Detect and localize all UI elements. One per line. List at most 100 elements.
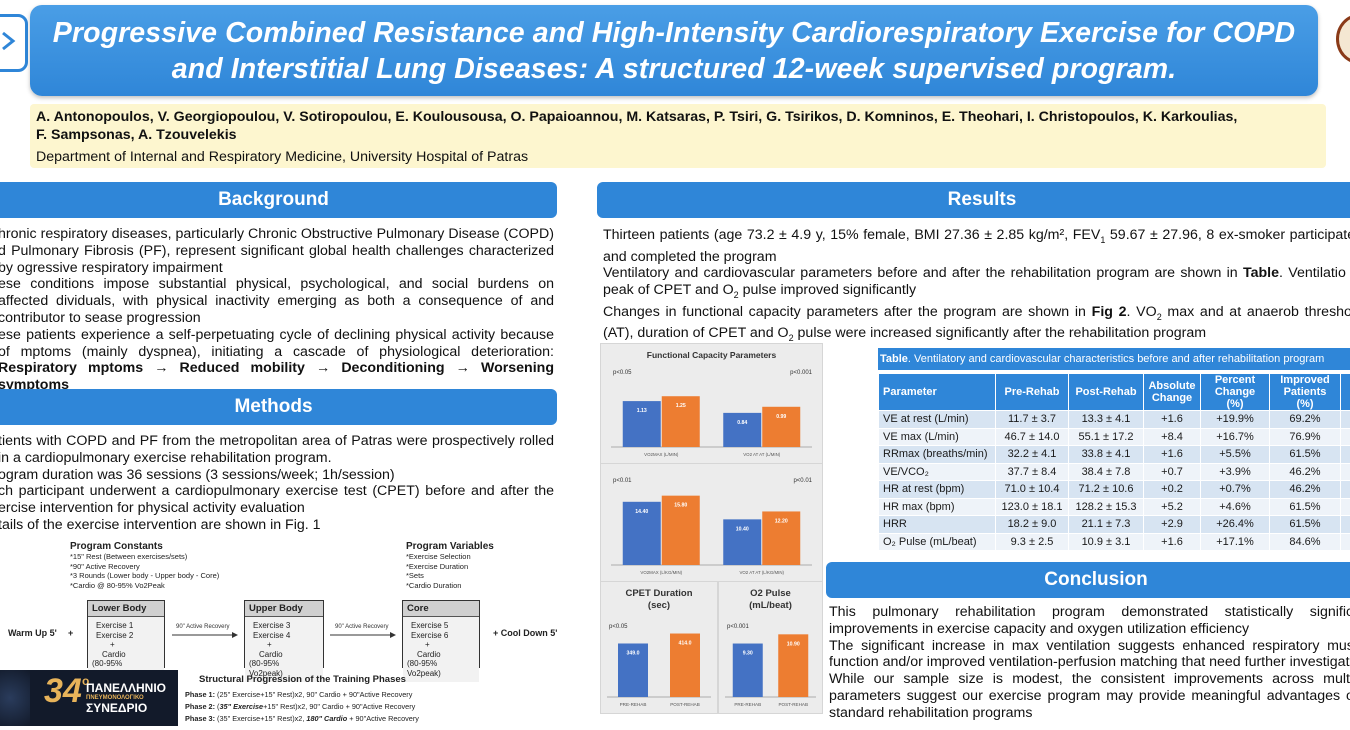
chart-title: Functional Capacity Parameters <box>647 350 777 360</box>
background-heading: Background <box>0 182 557 218</box>
chart-title: (mL/beat) <box>749 600 792 611</box>
data-label: 12.20 <box>775 518 788 524</box>
table-cell: 61.5% <box>1269 497 1341 516</box>
constant-item: *Cardio @ 80-95% Vo2Peak <box>70 580 165 590</box>
table-cell: N/S <box>1340 462 1350 481</box>
background-paragraph: ese conditions impose substantial physic… <box>0 276 554 326</box>
constant-item: *90" Active Recovery <box>70 561 140 571</box>
background-text: hronic respiratory diseases, particularl… <box>0 226 554 394</box>
box-line: (80-95% Vo2peak) <box>407 659 441 678</box>
box-line: Exercise 6 <box>411 630 449 640</box>
conclusion-paragraph: While our sample size is modest, the con… <box>829 671 1350 721</box>
phase-1: Phase 1: (25" Exercise+15" Rest)x2, 90" … <box>185 690 413 699</box>
variable-item: *Cardio Duration <box>406 580 462 590</box>
bar <box>661 396 700 447</box>
box-title: Core <box>403 601 479 617</box>
tick-label: VO2MAX (L/MIN) <box>644 452 679 457</box>
data-label: 1.25 <box>676 403 686 409</box>
recovery-label: 90" Active Recovery <box>176 624 230 630</box>
university-logo <box>0 14 28 72</box>
caption-text: . Ventilatory and cardiovascular charact… <box>907 353 1325 365</box>
table-cell: O₂ Pulse (mL/beat) <box>878 532 996 551</box>
table-row: VE/VCO₂ 37.7 ± 8.4 38.4 ± 7.8 +0.7 +3.9% 46.2… <box>878 462 1350 481</box>
table-cell: +1.6 <box>1143 410 1201 429</box>
congress-number: 34 <box>44 672 82 710</box>
table-cell: N/S <box>1340 480 1350 499</box>
caption-label: Table <box>880 353 908 365</box>
data-label: 15.80 <box>674 503 687 509</box>
tick-label: POST-REHAB <box>670 702 700 707</box>
table-cell: 38.4 ± 7.8 <box>1068 462 1144 481</box>
phase-2: Phase 2: (35" Exercise+15" Rest)x2, 90" … <box>185 702 416 711</box>
cool-down-label: + Cool Down 5' <box>493 628 558 638</box>
phase-3: Phase 3: (35" Exercise+15" Rest)x2, 180"… <box>185 714 419 723</box>
table-cell: +5.5% <box>1200 445 1270 464</box>
results-table-wrap: Parameter Pre-Rehab Post-Rehab Absolute Cha… <box>878 373 1350 551</box>
affiliation: Department of Internal and Respiratory M… <box>36 149 529 165</box>
constant-item: *3 Rounds (Lower body - Upper body - Cor… <box>70 571 220 580</box>
methods-heading: Methods <box>0 389 557 425</box>
box-line: Exercise 3 <box>253 621 291 630</box>
tick-label: PRE-REHAB <box>734 702 761 707</box>
table-cell: 123.0 ± 18.1 <box>995 497 1069 516</box>
methods-text: tients with COPD and PF from the metropo… <box>0 433 554 534</box>
table-cell: N/S <box>1340 515 1350 534</box>
constants-title: Program Constants <box>70 541 163 552</box>
table-cell: 11.7 ± 3.7 <box>995 410 1069 429</box>
table-cell: VE/VCO₂ <box>878 462 996 481</box>
table-cell: <0.00 <box>1340 532 1350 551</box>
table-row: HR at rest (bpm) 71.0 ± 10.4 71.2 ± 10.6 +0… <box>878 480 1350 499</box>
arrow-icon <box>172 632 238 638</box>
results-paragraph: Thirteen patients (age 73.2 ± 4.9 y, 15%… <box>603 227 1350 265</box>
table-cell: 10.9 ± 3.1 <box>1068 532 1144 551</box>
chart-title: (sec) <box>648 600 670 611</box>
table-cell: +3.9% <box>1200 462 1270 481</box>
variable-item: *Exercise Selection <box>406 552 471 561</box>
background-paragraph: ese patients experience a self-perpetuat… <box>0 327 554 394</box>
phase-list: Phase 1: (25" Exercise+15" Rest)x2, 90" … <box>185 689 419 725</box>
table-cell: +16.7% <box>1200 427 1270 446</box>
chart-vo2-kg: 14.40 15.80 VO2MAX (L/KG/MIN) p<0.01 10.40 12… <box>611 478 813 575</box>
title-line-2: and Interstitial Lung Diseases: A struct… <box>171 53 1177 85</box>
conclusion-text: This pulmonary rehabilitation program de… <box>829 604 1350 722</box>
box-line: Exercise 2 <box>96 630 134 640</box>
box-line: + <box>110 640 115 649</box>
table-cell: 21.1 ± 7.3 <box>1068 515 1144 534</box>
box-line: Cardio <box>102 649 126 659</box>
data-label: 14.40 <box>635 509 648 515</box>
figure-1-diagram: Program Constants *15" Rest (Between exe… <box>0 540 570 730</box>
table-cell: VE at rest (L/min) <box>878 410 996 429</box>
table-cell: 9.3 ± 2.5 <box>995 532 1069 551</box>
bar <box>732 643 763 697</box>
table-cell: 84.6% <box>1269 532 1341 551</box>
title-line-1: Progressive Combined Resistance and High… <box>52 17 1296 49</box>
table-cell: 61.5% <box>1269 515 1341 534</box>
conclusion-heading: Conclusion <box>826 562 1350 598</box>
table-cell: 71.2 ± 10.6 <box>1068 480 1144 499</box>
table-cell: +19.9% <box>1200 410 1270 429</box>
congress-line-2: ΠΝΕΥΜΟΝΟΛΟΓΙΚΟ <box>86 695 144 701</box>
results-text: Thirteen patients (age 73.2 ± 4.9 y, 15%… <box>603 227 1350 347</box>
table-cell: 46.2% <box>1269 462 1341 481</box>
congress-suffix: ο <box>82 674 90 688</box>
chart-cpet-duration: CPET Duration(sec) p<0.05 349.0 PRE-REHAB 41… <box>607 588 711 707</box>
conclusion-paragraph: This pulmonary rehabilitation program de… <box>829 604 1350 637</box>
bar <box>762 406 801 447</box>
tick-label: VO2 AT AT (L/KG/MIN) <box>739 570 784 575</box>
chart-o2-pulse: O2 Pulse(mL/beat) p<0.001 9.30 PRE-REHAB 10.… <box>725 588 816 707</box>
recovery-label: 90" Active Recovery <box>335 624 389 630</box>
bar <box>723 519 762 565</box>
table-cell: N/S <box>1340 497 1350 516</box>
bar <box>762 511 801 565</box>
variable-item: *Sets <box>406 571 424 580</box>
table-cell: +0.7% <box>1200 480 1270 499</box>
author-panel <box>30 104 1326 168</box>
table-cell: 18.2 ± 9.0 <box>995 515 1069 534</box>
p-value-label: p<0.001 <box>727 624 750 630</box>
table-cell: 46.7 ± 14.0 <box>995 427 1069 446</box>
table-row: HR max (bpm) 123.0 ± 18.1 128.2 ± 15.3 +5.2… <box>878 497 1350 516</box>
progression-title: Structural Progression of the Training P… <box>199 674 406 685</box>
table-cell: +8.4 <box>1143 427 1201 446</box>
p-value-label: p<0.05 <box>609 624 628 630</box>
background-paragraph: hronic respiratory diseases, particularl… <box>0 226 554 276</box>
